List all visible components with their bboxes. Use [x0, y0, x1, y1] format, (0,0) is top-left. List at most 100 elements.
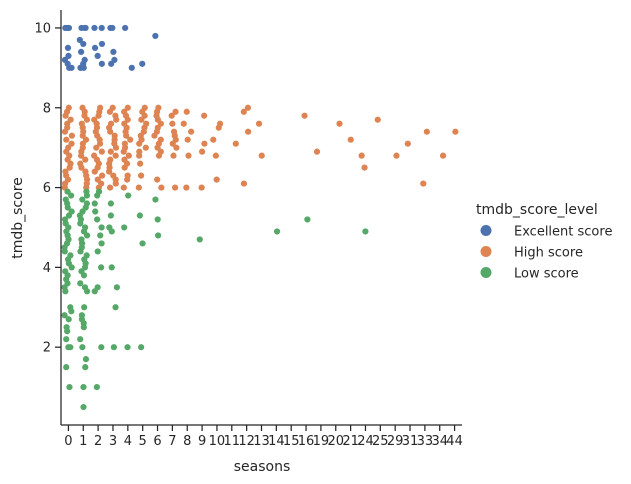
- data-point: [185, 152, 192, 159]
- x-axis: 0 1 2 3 4 5 6 7 8 9 101112131415161920212425293133…: [61, 424, 463, 449]
- data-point: [154, 216, 161, 223]
- data-point: [361, 164, 368, 171]
- data-point: [124, 176, 131, 183]
- y-tick-label: 4: [43, 261, 51, 276]
- data-point: [61, 312, 68, 319]
- data-point: [107, 128, 114, 135]
- data-point: [172, 108, 179, 115]
- data-point: [183, 184, 190, 191]
- data-point: [109, 24, 116, 32]
- data-point: [64, 204, 71, 211]
- x-tick-label: 21: [342, 434, 359, 449]
- data-point: [82, 156, 89, 163]
- data-point: [81, 264, 89, 271]
- data-point: [108, 264, 115, 271]
- data-point: [358, 152, 365, 159]
- data-point: [68, 308, 75, 315]
- data-point: [128, 64, 135, 71]
- x-tick-label: 14: [268, 434, 285, 449]
- x-axis-label: seasons: [234, 459, 291, 475]
- data-point: [404, 140, 411, 147]
- data-point: [240, 180, 248, 187]
- y-axis-label: tmdb_score: [10, 177, 26, 259]
- data-point: [201, 112, 208, 119]
- data-point: [93, 144, 100, 151]
- data-point: [180, 120, 187, 127]
- data-point: [154, 176, 161, 183]
- data-point: [107, 200, 115, 207]
- data-point: [125, 192, 132, 199]
- legend-label: High score: [514, 246, 583, 261]
- data-point: [183, 108, 190, 115]
- data-point: [196, 236, 203, 243]
- data-point: [155, 232, 162, 239]
- data-point: [81, 24, 88, 32]
- y-axis: 2 4 6 8 10: [34, 10, 62, 425]
- data-point: [83, 288, 91, 295]
- data-point: [113, 116, 120, 123]
- legend-label: Excellent score: [514, 225, 612, 240]
- data-point: [83, 192, 91, 199]
- data-point: [99, 172, 106, 179]
- data-point: [151, 132, 158, 139]
- x-tick-label: 5: [139, 434, 147, 449]
- data-point: [91, 168, 98, 175]
- data-point: [98, 24, 105, 32]
- x-tick-label: 8: [183, 434, 191, 449]
- data-point: [64, 60, 71, 67]
- data-point: [95, 112, 102, 119]
- data-point: [255, 120, 263, 127]
- data-point: [112, 180, 119, 187]
- legend-marker: [480, 267, 492, 278]
- data-point: [122, 24, 129, 32]
- x-tick-label: 29: [387, 434, 404, 449]
- x-tick-label: 44: [446, 434, 463, 449]
- legend-title: tmdb_score_level: [476, 202, 598, 218]
- data-point: [110, 344, 118, 351]
- data-point: [66, 383, 73, 391]
- data-point: [452, 128, 459, 135]
- data-point: [273, 228, 281, 235]
- data-point: [98, 344, 105, 351]
- data-point: [68, 192, 75, 199]
- data-point: [79, 196, 86, 203]
- data-point: [68, 264, 75, 271]
- data-point: [113, 284, 120, 291]
- data-point: [63, 136, 70, 143]
- data-point: [82, 356, 90, 363]
- x-tick-label: 9: [198, 434, 206, 449]
- data-point: [91, 288, 98, 295]
- data-point: [232, 140, 239, 147]
- data-point: [121, 164, 128, 171]
- data-point: [152, 196, 159, 203]
- data-point: [94, 248, 101, 255]
- data-point: [64, 188, 71, 195]
- data-point: [124, 104, 131, 111]
- data-point: [98, 40, 106, 48]
- data-point: [78, 164, 85, 171]
- data-point: [79, 344, 86, 351]
- data-point: [347, 136, 354, 143]
- data-point: [155, 152, 163, 159]
- data-point: [78, 152, 85, 159]
- data-point: [65, 212, 73, 219]
- data-point: [301, 112, 308, 119]
- data-point: [77, 220, 84, 227]
- x-tick-label: 20: [327, 434, 344, 449]
- data-point: [158, 184, 165, 191]
- x-tick-label: 25: [372, 434, 389, 449]
- data-point: [94, 52, 101, 59]
- data-point: [136, 212, 143, 219]
- data-point: [80, 272, 88, 279]
- data-point: [213, 176, 220, 183]
- data-point: [244, 104, 252, 111]
- data-point: [137, 160, 144, 167]
- data-point: [124, 344, 131, 351]
- data-point: [138, 344, 145, 351]
- data-point: [123, 132, 130, 139]
- data-point: [139, 60, 146, 67]
- data-point: [120, 148, 127, 155]
- data-point: [420, 180, 427, 187]
- data-point: [336, 120, 343, 127]
- legend: tmdb_score_level Excellent score High sco…: [476, 202, 612, 282]
